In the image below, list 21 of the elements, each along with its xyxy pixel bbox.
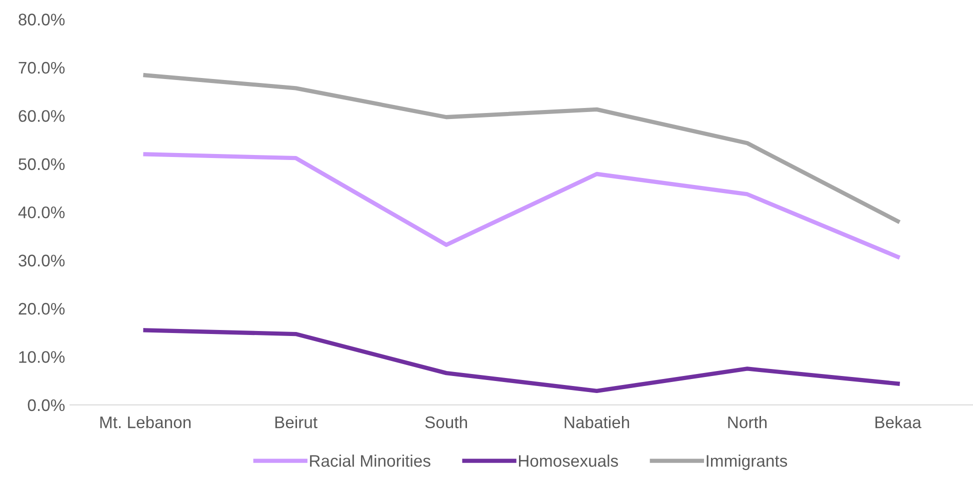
y-tick-label: 0.0%: [28, 399, 65, 412]
line-series: [143, 152, 900, 259]
x-tick-label: Bekaa: [875, 416, 922, 428]
x-tick-label: Nabatieh: [564, 416, 630, 428]
y-tick-label: 20.0%: [18, 302, 65, 315]
x-tick-label: South: [425, 416, 467, 428]
y-tick-label: 40.0%: [18, 206, 65, 218]
y-tick-label: 60.0%: [18, 110, 65, 122]
y-tick-label: 30.0%: [18, 254, 65, 266]
y-tick-label: 10.0%: [19, 351, 65, 363]
legend-label: Homosexuals: [519, 454, 618, 467]
legend-label: Immigrants: [706, 454, 788, 470]
x-tick-label: North: [728, 416, 767, 428]
line-series: [143, 73, 900, 224]
x-tick-label: Beirut: [275, 416, 318, 428]
x-tick-label: Mt. Lebanon: [100, 416, 191, 428]
line-series: [143, 328, 900, 393]
legend-label: Racial Minorities: [310, 454, 430, 467]
y-tick-label: 70.0%: [18, 62, 65, 74]
y-tick-label: 50.0%: [18, 158, 65, 170]
y-tick-label: 80.0%: [18, 14, 65, 26]
